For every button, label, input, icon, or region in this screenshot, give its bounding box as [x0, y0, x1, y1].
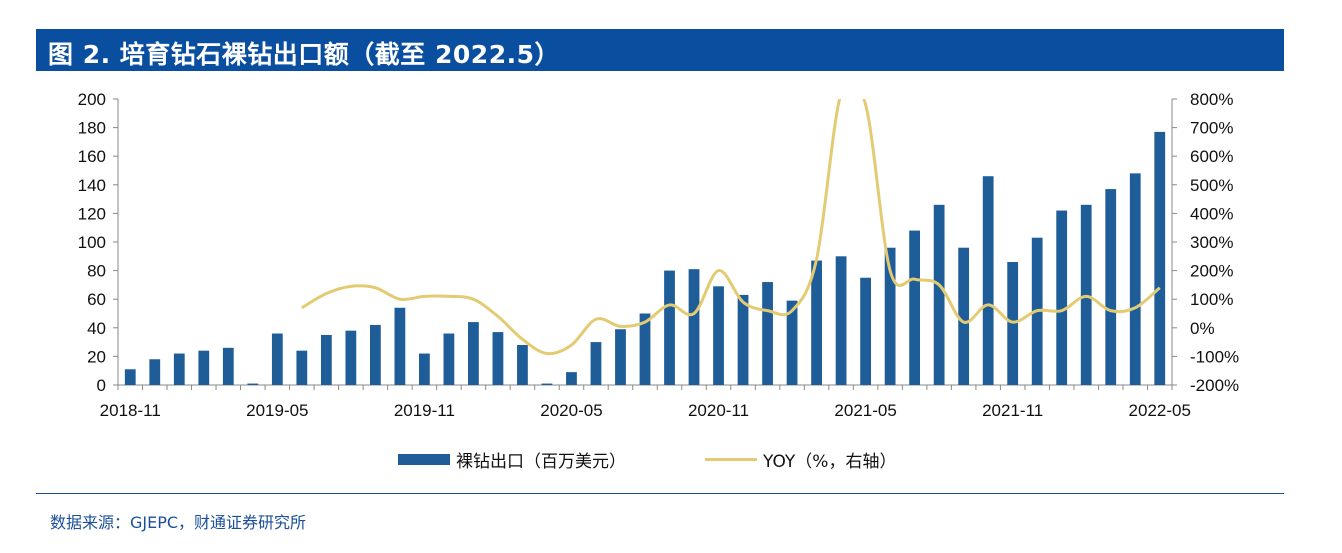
x-tick-label: 2020-05 [540, 401, 602, 420]
y-right-tick-label: 700% [1190, 119, 1233, 138]
yoy-line [301, 99, 1161, 356]
bar [296, 350, 308, 385]
y-right-tick-label: 0% [1190, 319, 1215, 338]
bar [860, 277, 871, 385]
bar [369, 324, 381, 385]
bar [762, 282, 773, 385]
bar [811, 260, 822, 385]
y-left-tick-label: 40 [87, 319, 106, 338]
y-right-tick-label: 300% [1190, 233, 1233, 252]
bar [566, 372, 577, 385]
x-tick-label: 2018-11 [100, 401, 161, 420]
bar [1129, 173, 1141, 385]
y-left-tick-label: 200 [78, 90, 106, 109]
x-tick-label: 2019-11 [394, 401, 455, 420]
bar [786, 300, 798, 385]
bar [247, 383, 259, 385]
bar [173, 353, 185, 385]
bar [320, 334, 332, 385]
y-right-tick-label: 100% [1190, 290, 1233, 309]
bar [1056, 210, 1068, 385]
bar [149, 359, 161, 385]
y-right-tick-label: 200% [1190, 262, 1233, 281]
y-right-tick-label: 600% [1190, 147, 1233, 166]
x-tick-label: 2021-11 [982, 401, 1043, 420]
bar [222, 347, 234, 385]
legend-bar-label: 裸钻出口（百万美元） [456, 451, 626, 472]
y-right-tick-label: 500% [1190, 176, 1233, 195]
x-tick-label: 2019-05 [246, 401, 308, 420]
bar [884, 247, 896, 385]
y-left-tick-label: 180 [78, 119, 106, 138]
bar [737, 294, 749, 385]
y-left-tick-label: 100 [78, 233, 106, 252]
y-left-tick-label: 120 [78, 204, 106, 223]
legend-line-swatch [705, 457, 757, 461]
y-left-tick-label: 160 [78, 147, 106, 166]
source-divider [36, 493, 1284, 494]
bar [590, 342, 602, 385]
bar [443, 333, 455, 385]
bar [958, 247, 970, 385]
y-left-tick-label: 80 [87, 262, 106, 281]
bar [517, 344, 528, 385]
bar [394, 307, 406, 385]
bar [664, 270, 675, 385]
bar [688, 269, 700, 385]
title-bar: 图 2. 培育钻石裸钻出口额（截至 2022.5） [36, 29, 1284, 71]
bar [468, 322, 479, 385]
bar [835, 256, 847, 385]
y-left-tick-label: 60 [87, 290, 106, 309]
y-left-tick-label: 0 [97, 376, 106, 395]
y-right-tick-label: -100% [1190, 347, 1239, 366]
chart-title: 图 2. 培育钻石裸钻出口额（截至 2022.5） [48, 40, 560, 69]
bar [492, 332, 504, 385]
x-tick-label: 2022-05 [1129, 401, 1191, 420]
x-tick-label: 2020-11 [688, 401, 749, 420]
y-left-tick-label: 140 [78, 176, 106, 195]
legend-item-line: YOY（%，右轴） [705, 446, 896, 472]
y-right-tick-label: -200% [1190, 376, 1239, 395]
y-right-tick-label: 800% [1190, 90, 1233, 109]
bar [615, 329, 626, 385]
bar [909, 230, 921, 385]
bar [713, 286, 724, 385]
bar [639, 313, 651, 385]
y-left-tick-label: 20 [87, 347, 106, 366]
bar [1105, 189, 1117, 385]
bar [982, 176, 994, 385]
y-right-tick-label: 400% [1190, 204, 1233, 223]
bar [345, 330, 357, 385]
bar [124, 369, 136, 385]
legend-line-label: YOY（%，右轴） [763, 451, 897, 472]
bar [271, 333, 283, 385]
x-tick-label: 2021-05 [834, 401, 896, 420]
bar [1154, 131, 1166, 385]
legend: 裸钻出口（百万美元） YOY（%，右轴） [0, 446, 1342, 472]
bar [541, 383, 553, 385]
legend-item-bar: 裸钻出口（百万美元） [398, 446, 626, 472]
bar [419, 353, 430, 385]
bar [933, 204, 945, 385]
source-note: 数据来源：GJEPC，财通证券研究所 [50, 513, 307, 532]
bar [198, 350, 210, 385]
legend-bar-swatch [398, 453, 450, 465]
